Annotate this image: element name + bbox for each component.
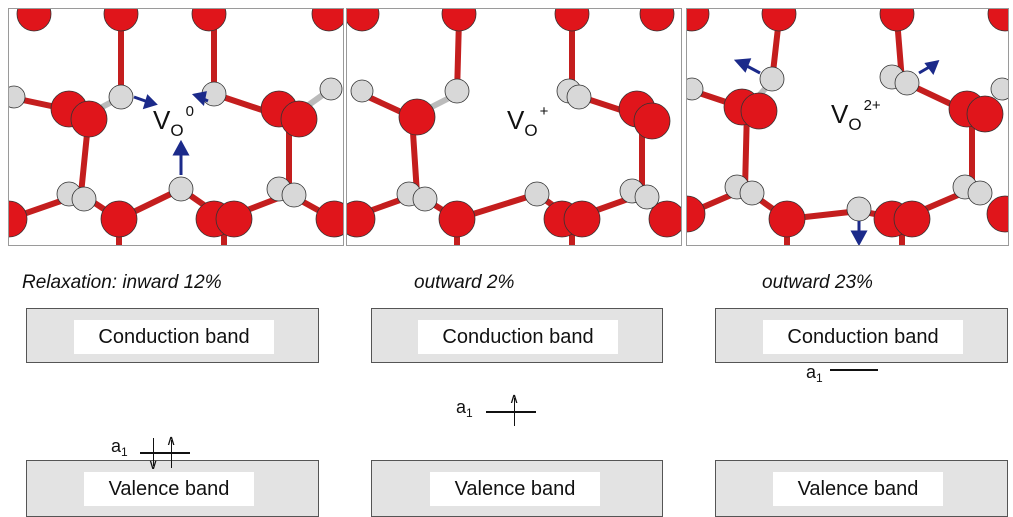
relaxation-label-double-plus: outward 23% xyxy=(762,272,873,293)
spin-up-arrowhead-plus: ∧ xyxy=(509,390,520,406)
vacancy-label-plus: VO+ xyxy=(507,103,549,140)
spin-up-arrow xyxy=(171,440,172,468)
spin-up-arrowhead: ∧ xyxy=(166,432,177,448)
structure-panel-plus: VO+ xyxy=(346,8,682,246)
spin-up-arrow-plus xyxy=(514,398,515,426)
atomic-structure-double-plus xyxy=(687,9,1008,245)
vacancy-label-double-plus: VO2+ xyxy=(831,97,881,134)
level-label-neutral: a1 xyxy=(111,436,128,459)
valence-band-label-double-plus: Valence band xyxy=(773,472,943,506)
valence-band-label-neutral: Valence band xyxy=(84,472,254,506)
relaxation-label-neutral: Relaxation: inward 12% xyxy=(22,272,222,293)
vacancy-label-neutral: VO0 xyxy=(153,103,194,140)
atomic-structure-neutral xyxy=(9,9,343,245)
conduction-band-label-double-plus: Conduction band xyxy=(763,320,963,354)
a1-level-plus xyxy=(486,411,536,413)
structure-panel-neutral: VO0 xyxy=(8,8,344,246)
relaxation-label-plus: outward 2% xyxy=(414,272,515,293)
spin-down-arrow xyxy=(153,438,154,466)
level-label-plus: a1 xyxy=(456,397,473,420)
a1-level-double-plus xyxy=(830,369,878,371)
valence-band-label-plus: Valence band xyxy=(430,472,600,506)
conduction-band-label-plus: Conduction band xyxy=(418,320,618,354)
a1-level-neutral xyxy=(140,452,190,454)
structure-panel-double-plus: VO2+ xyxy=(686,8,1009,246)
level-label-double-plus: a1 xyxy=(806,362,823,385)
spin-down-arrowhead: ∨ xyxy=(148,456,159,472)
atomic-structure-plus xyxy=(347,9,681,245)
conduction-band-label-neutral: Conduction band xyxy=(74,320,274,354)
